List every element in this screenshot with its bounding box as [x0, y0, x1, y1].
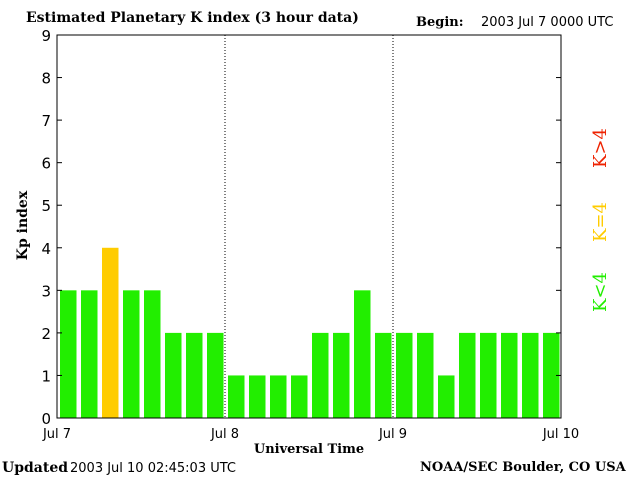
kp-bar	[165, 332, 182, 418]
x-tick-label: Jul 9	[378, 427, 407, 442]
y-tick-label: 1	[41, 367, 51, 385]
kp-bar	[144, 290, 161, 418]
plot-frame	[56, 34, 562, 419]
updated-label: Updated	[2, 460, 69, 476]
kp-bar	[396, 332, 413, 418]
updated-value: 2003 Jul 10 02:45:03 UTC	[70, 461, 236, 476]
kp-bar	[501, 332, 518, 418]
kp-bar	[480, 332, 497, 418]
x-axis-label: Universal Time	[254, 442, 364, 457]
kp-bar	[207, 332, 224, 418]
y-tick-label: 5	[41, 197, 51, 215]
organization-credit: NOAA/SEC Boulder, CO USA	[420, 460, 626, 475]
kp-bar	[417, 332, 434, 418]
kp-bar	[123, 290, 140, 418]
kp-bar	[228, 375, 245, 418]
kp-bar	[270, 375, 287, 418]
y-tick-label: 9	[41, 27, 51, 45]
y-tick-label: 7	[41, 112, 51, 130]
y-tick-label: 6	[41, 155, 51, 173]
y-tick-label: 4	[41, 240, 51, 258]
kp-bar	[354, 290, 371, 418]
kp-bar	[312, 332, 329, 418]
y-axis-label: Kp index	[15, 190, 31, 260]
kp-bar	[543, 332, 560, 418]
chart-title: Estimated Planetary K index (3 hour data…	[26, 10, 359, 26]
kp-bar	[291, 375, 308, 418]
y-tick-label: 2	[41, 325, 51, 343]
begin-value: 2003 Jul 7 0000 UTC	[481, 15, 614, 30]
x-tick-label: Jul 10	[542, 427, 579, 442]
y-tick-label: 3	[41, 282, 51, 300]
y-tick-label: 8	[41, 70, 51, 88]
kp-bar	[249, 375, 266, 418]
x-tick-label: Jul 8	[210, 427, 239, 442]
kp-bar	[333, 332, 350, 418]
x-tick-label: Jul 7	[42, 427, 71, 442]
kp-bar	[102, 247, 119, 418]
begin-label: Begin:	[416, 15, 464, 30]
kp-bar	[459, 332, 476, 418]
kp-bar	[438, 375, 455, 418]
legend-k-less-than-4: K<4	[590, 272, 611, 312]
kp-bar	[186, 332, 203, 418]
kp-bar	[522, 332, 539, 418]
kp-bar	[375, 332, 392, 418]
legend-k-greater-than-4: K>4	[590, 128, 611, 168]
legend-k-equals-4: K=4	[590, 202, 611, 242]
y-tick-label: 0	[41, 410, 51, 428]
kp-bar	[60, 290, 77, 418]
kp-bar	[81, 290, 98, 418]
